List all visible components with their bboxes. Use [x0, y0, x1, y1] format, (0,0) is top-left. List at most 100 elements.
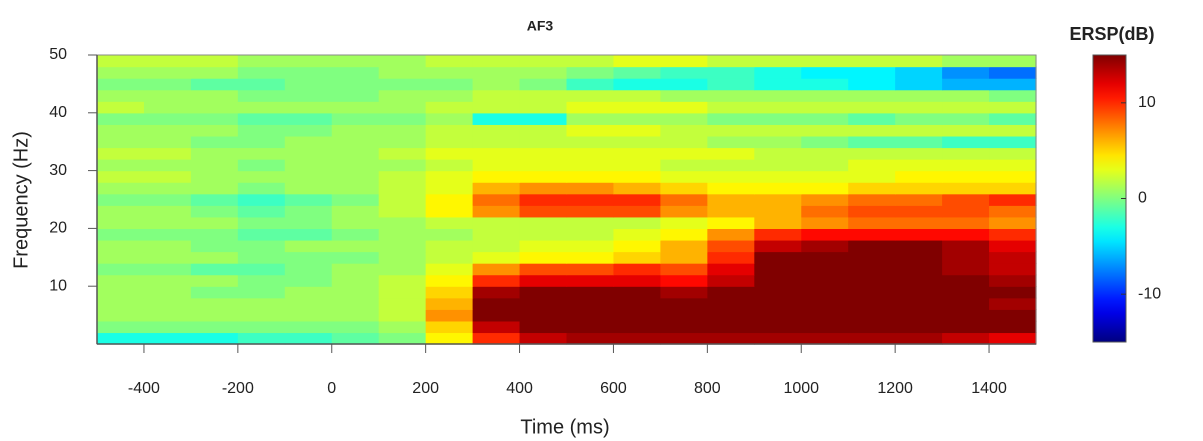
heatmap-cell	[425, 332, 474, 345]
heatmap-cell	[143, 274, 192, 287]
heatmap-cell	[660, 216, 708, 229]
heatmap-cell	[425, 263, 474, 276]
heatmap-cell	[331, 78, 380, 91]
heatmap-cell	[97, 228, 145, 241]
heatmap-cell	[284, 263, 333, 276]
heatmap-cell	[284, 320, 333, 334]
heatmap-cell	[989, 78, 1037, 91]
heatmap-cell	[472, 205, 521, 218]
chart-title: AF3	[527, 18, 554, 34]
heatmap-cell	[331, 193, 380, 206]
colorbar-tick-label: 0	[1138, 190, 1147, 207]
heatmap-cell	[472, 297, 521, 310]
heatmap-cell	[190, 147, 239, 160]
heatmap-cell	[97, 147, 145, 160]
heatmap-cell	[613, 332, 661, 345]
heatmap-cell	[801, 274, 849, 287]
heatmap-cell	[143, 297, 192, 310]
heatmap-cell	[848, 89, 896, 102]
colorbar-title: ERSP(dB)	[1070, 24, 1155, 44]
heatmap-cell	[613, 297, 661, 310]
heatmap-cell	[566, 124, 615, 137]
heatmap-cell	[190, 332, 239, 345]
heatmap-cell	[613, 170, 661, 183]
heatmap-cell	[378, 147, 427, 160]
heatmap-cell	[989, 182, 1037, 195]
heatmap-cell	[660, 182, 708, 195]
heatmap-cell	[613, 182, 661, 195]
x-tick-label: -200	[222, 380, 254, 397]
heatmap-cell	[989, 297, 1037, 310]
heatmap-cell	[660, 101, 708, 114]
heatmap-cell	[284, 332, 333, 345]
heatmap-cell	[190, 205, 239, 218]
y-tick-label: 50	[49, 46, 67, 63]
heatmap-cell	[566, 78, 615, 91]
heatmap-cell	[378, 182, 427, 195]
heatmap-cell	[331, 216, 380, 229]
heatmap-cell	[143, 112, 192, 125]
heatmap-cell	[519, 216, 568, 229]
heatmap-cell	[97, 251, 145, 264]
heatmap-cell	[566, 205, 615, 218]
x-tick-label: 0	[327, 380, 336, 397]
heatmap-cell	[425, 135, 474, 149]
heatmap-cell	[378, 170, 427, 183]
heatmap-cell	[660, 124, 708, 137]
heatmap-cell	[472, 239, 521, 253]
heatmap-cell	[566, 112, 615, 125]
heatmap-cell	[425, 124, 474, 137]
heatmap-cell	[284, 147, 333, 160]
heatmap-cell	[989, 309, 1037, 322]
heatmap-cell	[97, 274, 145, 287]
heatmap-cell	[989, 205, 1037, 218]
heatmap-cell	[331, 320, 380, 334]
heatmap-cell	[613, 159, 661, 172]
heatmap-cell	[848, 274, 896, 287]
heatmap-cell	[284, 89, 333, 102]
heatmap-cell	[613, 251, 661, 264]
heatmap-cell	[378, 193, 427, 206]
heatmap-cell	[707, 205, 755, 218]
heatmap-cell	[519, 135, 568, 149]
heatmap-cell	[519, 66, 568, 79]
heatmap-cell	[566, 251, 615, 264]
heatmap-cell	[895, 297, 943, 310]
heatmap-cell	[97, 216, 145, 229]
heatmap-cell	[707, 320, 755, 334]
heatmap-cell	[190, 78, 239, 91]
heatmap-cell	[848, 332, 896, 345]
heatmap-cell	[848, 216, 896, 229]
heatmap-cell	[190, 124, 239, 137]
heatmap-cell	[848, 170, 896, 183]
heatmap-cell	[989, 216, 1037, 229]
heatmap-cell	[378, 286, 427, 299]
heatmap-cell	[566, 332, 615, 345]
x-tick-label: 1400	[971, 380, 1007, 397]
heatmap-cell	[97, 89, 145, 102]
heatmap-cell	[989, 320, 1037, 334]
heatmap-cell	[613, 66, 661, 79]
heatmap-cell	[895, 193, 943, 206]
heatmap-cell	[519, 101, 568, 114]
heatmap-cell	[660, 112, 708, 125]
heatmap-cell	[472, 228, 521, 241]
heatmap-cell	[425, 78, 474, 91]
heatmap-cell	[848, 147, 896, 160]
heatmap-cell	[942, 66, 990, 79]
heatmap-cell	[895, 112, 943, 125]
heatmap-cell	[519, 159, 568, 172]
heatmap-cell	[425, 228, 474, 241]
heatmap-cell	[331, 263, 380, 276]
heatmap-cell	[472, 159, 521, 172]
heatmap-cell	[848, 78, 896, 91]
heatmap-cell	[237, 159, 286, 172]
heatmap-cell	[519, 182, 568, 195]
heatmap-cell	[143, 170, 192, 183]
heatmap-cell	[848, 228, 896, 241]
heatmap-cell	[284, 228, 333, 241]
heatmap-cell	[331, 274, 380, 287]
heatmap-cell	[989, 251, 1037, 264]
heatmap-cell	[237, 89, 286, 102]
heatmap-cell	[707, 159, 755, 172]
